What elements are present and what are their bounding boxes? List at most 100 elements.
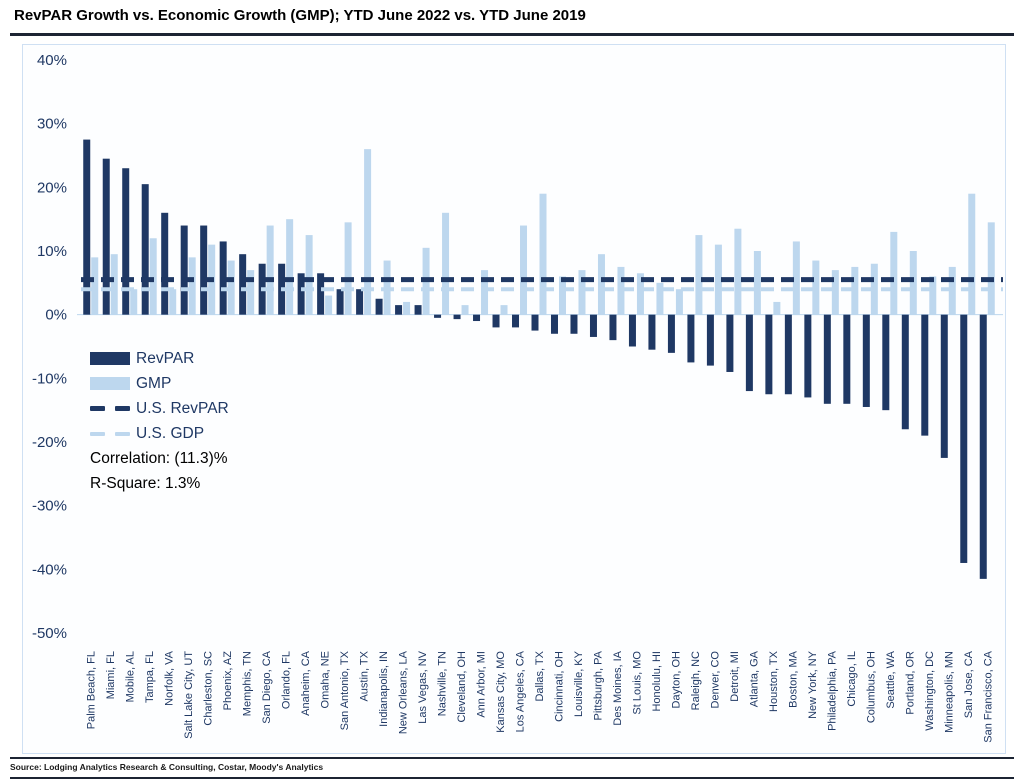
- x-category-label: Portland, OR: [904, 651, 916, 715]
- x-category-label: Columbus, OH: [865, 651, 877, 723]
- x-category-label: Ann Arbor, MI: [476, 651, 488, 718]
- bar-revpar: [589, 314, 597, 337]
- bar-revpar: [317, 273, 325, 315]
- x-category-label: Orlando, FL: [281, 651, 293, 709]
- x-category-label: Kansas City, MO: [495, 651, 507, 733]
- bar-revpar: [492, 314, 500, 328]
- x-category-label: Raleigh, NC: [690, 651, 702, 710]
- x-category-label: Memphis, TN: [242, 651, 254, 716]
- x-category-label: Atlanta, GA: [748, 650, 760, 707]
- x-category-label: San Antonio, TX: [339, 650, 351, 730]
- r-square-text: R-Square: 1.3%: [90, 475, 201, 492]
- y-tick-label: -50%: [32, 625, 67, 642]
- chart-title: RevPAR Growth vs. Economic Growth (GMP);…: [14, 7, 586, 24]
- bar-gmp: [442, 212, 450, 315]
- bar-revpar: [180, 225, 188, 315]
- chart-stats: Correlation: (11.3)% R-Square: 1.3%: [90, 450, 228, 500]
- bar-gmp: [188, 257, 196, 315]
- bar-revpar: [862, 314, 870, 407]
- x-category-label: St Louis, MO: [631, 651, 643, 715]
- bar-revpar: [726, 314, 734, 372]
- bar-gmp: [558, 276, 566, 315]
- x-category-label: San Francisco, CA: [982, 650, 994, 742]
- source-text: Source: Lodging Analytics Research & Con…: [10, 762, 324, 772]
- legend-item-us-gdp: U.S. GDP: [90, 421, 229, 446]
- bar-revpar: [570, 314, 578, 334]
- x-category-label: Austin, TX: [359, 650, 371, 701]
- bar-gmp: [344, 222, 352, 315]
- bar-revpar: [239, 254, 247, 315]
- bar-revpar: [141, 184, 149, 315]
- bar-revpar: [414, 305, 422, 315]
- x-category-label: Pittsburgh, PA: [592, 650, 604, 720]
- bar-gmp: [247, 270, 255, 315]
- x-category-label: Palm Beach, FL: [86, 651, 98, 729]
- y-tick-label: 10%: [37, 243, 67, 260]
- legend-item-revpar: RevPAR: [90, 346, 229, 371]
- x-category-label: New Orleans, LA: [398, 650, 410, 734]
- x-category-label: Dayton, OH: [670, 651, 682, 709]
- bar-gmp: [773, 301, 781, 315]
- bar-revpar: [901, 314, 909, 430]
- bar-gmp: [636, 273, 644, 315]
- bar-revpar: [979, 314, 987, 579]
- bar-gmp: [130, 289, 138, 315]
- bar-gmp: [286, 219, 294, 315]
- bar-revpar: [784, 314, 792, 395]
- x-category-label: Honolulu, HI: [651, 651, 663, 712]
- x-category-label: Nashville, TN: [437, 651, 449, 716]
- bar-revpar: [843, 314, 851, 404]
- x-category-label: Salt Lake City, UT: [183, 651, 195, 739]
- x-category-label: Phoenix, AZ: [222, 651, 234, 711]
- bar-gmp: [617, 266, 625, 315]
- bar-revpar: [375, 298, 383, 315]
- source-rule-top: [10, 757, 1014, 759]
- bar-gmp: [364, 149, 372, 315]
- bar-gmp: [110, 254, 118, 315]
- y-tick-label: -10%: [32, 370, 67, 387]
- bar-gmp: [520, 225, 528, 315]
- x-category-label: Philadelphia, PA: [826, 650, 838, 731]
- bar-revpar: [960, 314, 968, 563]
- bar-revpar: [706, 314, 714, 366]
- bar-gmp: [890, 231, 898, 315]
- bar-revpar: [823, 314, 831, 404]
- bar-revpar: [765, 314, 773, 395]
- x-category-label: Los Angeles, CA: [515, 650, 527, 732]
- revpar-swatch: [90, 352, 130, 365]
- correlation-text: Correlation: (11.3)%: [90, 450, 228, 467]
- bar-revpar: [648, 314, 656, 350]
- bar-gmp: [870, 263, 878, 315]
- x-category-label: San Jose, CA: [963, 650, 975, 718]
- bar-revpar: [745, 314, 753, 392]
- bar-gmp: [812, 260, 820, 315]
- gmp-swatch: [90, 377, 130, 390]
- bar-gmp: [539, 193, 547, 315]
- bar-revpar: [336, 289, 344, 315]
- x-category-label: Dallas, TX: [534, 650, 546, 701]
- x-category-label: Seattle, WA: [885, 650, 897, 708]
- bar-chart: 40% 30% 20% 10% 0% -10% -20% -30% -40% -50% Palm B…: [32, 52, 1003, 743]
- x-category-label: Cleveland, OH: [456, 651, 468, 723]
- legend-label: U.S. GDP: [136, 424, 205, 442]
- x-category-label: Washington, DC: [924, 651, 936, 731]
- bar-revpar: [161, 212, 169, 315]
- bar-revpar: [434, 314, 442, 318]
- x-category-label: Norfolk, VA: [164, 650, 176, 705]
- bar-revpar: [395, 305, 403, 315]
- bar-revpar: [512, 314, 520, 328]
- bar-revpar: [102, 158, 110, 315]
- bar-revpar: [628, 314, 636, 347]
- y-tick-label: 20%: [37, 179, 67, 196]
- bar-gmp: [403, 301, 411, 315]
- bar-revpar: [473, 314, 481, 322]
- x-category-label: Detroit, MI: [729, 651, 741, 702]
- us-revpar-dash-swatch: [90, 402, 130, 415]
- x-category-label: San Diego, CA: [261, 650, 273, 723]
- bar-gmp: [987, 222, 995, 315]
- bar-revpar: [940, 314, 948, 458]
- bar-revpar: [83, 139, 91, 315]
- bar-gmp: [968, 193, 976, 315]
- bar-gmp: [597, 254, 605, 315]
- x-category-label: Charleston, SC: [203, 651, 215, 726]
